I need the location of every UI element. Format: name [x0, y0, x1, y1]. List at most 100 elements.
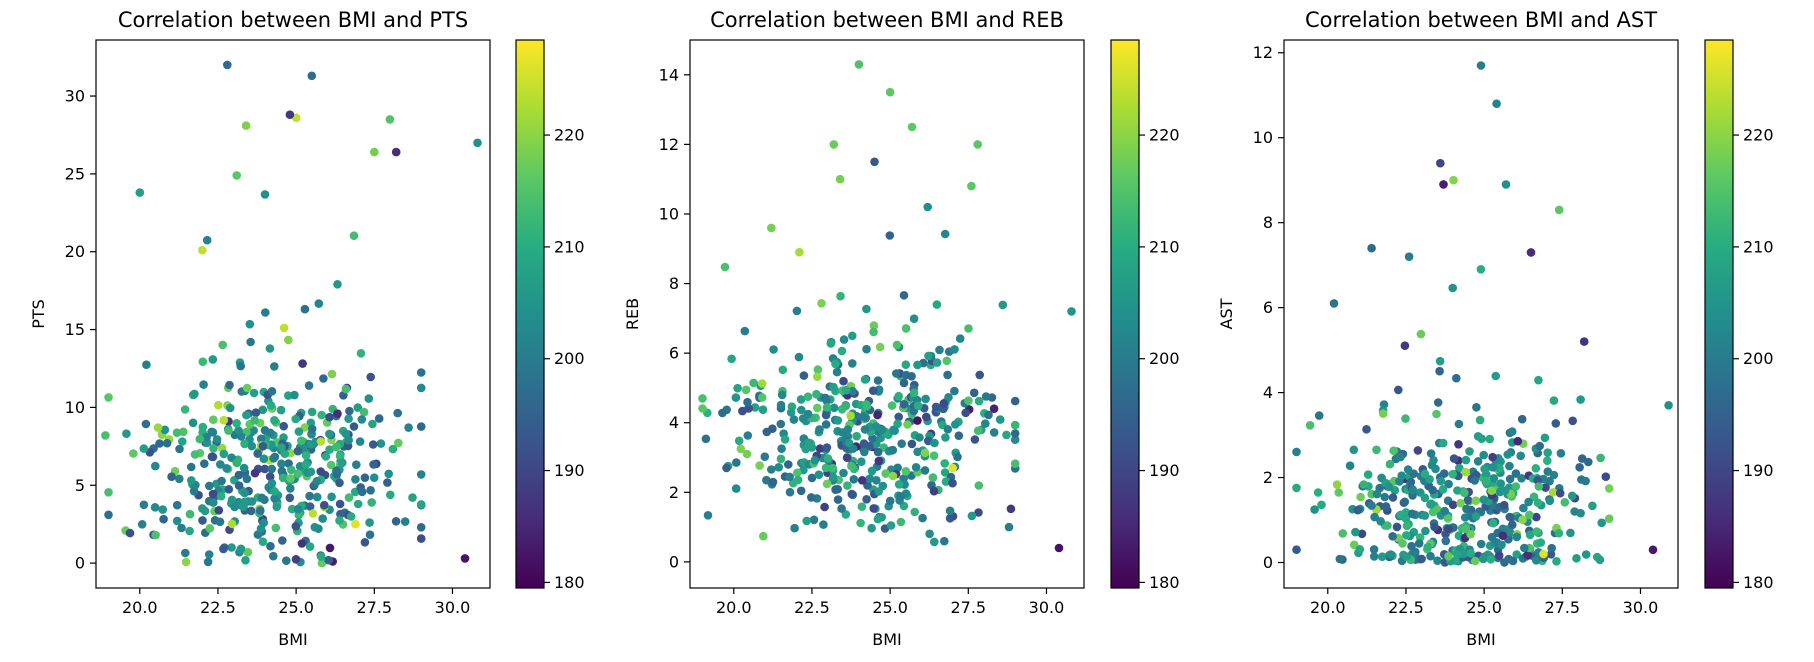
scatter-point — [338, 458, 347, 468]
scatter-point — [286, 474, 295, 483]
scatter-point — [767, 465, 776, 474]
scatter-point — [1517, 414, 1527, 424]
scatter-point — [258, 442, 268, 451]
scatter-point — [1536, 538, 1546, 547]
scatter-point — [740, 326, 750, 336]
scatter-point — [353, 403, 363, 412]
scatter-point — [1491, 371, 1500, 381]
scatter-point — [741, 385, 751, 395]
scatter-point — [1292, 447, 1301, 457]
scatter-point — [1664, 401, 1673, 410]
scatter-point — [341, 429, 351, 439]
x-tick-label: 20.0 — [122, 598, 158, 617]
scatter-point — [742, 449, 752, 459]
scatter-point — [807, 473, 817, 483]
scatter-point — [1362, 425, 1371, 434]
scatter-point — [318, 514, 328, 523]
scatter-point — [294, 427, 304, 436]
scatter-point — [333, 280, 342, 289]
scatter-point — [1378, 552, 1387, 561]
scatter-point — [1010, 435, 1020, 445]
scatter-point — [239, 502, 248, 512]
scatter-point — [255, 506, 265, 515]
scatter-point — [1480, 464, 1489, 474]
scatter-point — [208, 428, 218, 437]
scatter-point — [1067, 307, 1076, 316]
scatter-point — [961, 408, 970, 418]
scatter-point — [332, 466, 341, 476]
scatter-point — [870, 157, 879, 167]
scatter-point — [907, 372, 916, 381]
scatter-point — [829, 403, 839, 413]
scatter-point — [924, 351, 933, 361]
scatter-point — [1516, 451, 1525, 461]
scatter-point — [365, 530, 375, 539]
scatter-point — [1345, 461, 1355, 471]
scatter-point — [854, 60, 864, 69]
scatter-point — [819, 520, 828, 529]
scatter-point — [794, 352, 804, 362]
scatter-point — [1512, 532, 1522, 542]
scatter-point — [1476, 539, 1486, 549]
colorbar-gradient — [515, 39, 545, 589]
scatter-point — [155, 439, 164, 448]
scatter-point — [989, 428, 999, 437]
scatter-point — [1581, 550, 1591, 559]
scatter-point — [930, 438, 939, 448]
scatter-point — [1526, 248, 1536, 257]
scatter-point — [394, 438, 403, 448]
y-tick-label: 0 — [75, 554, 85, 573]
scatter-point — [320, 500, 329, 510]
scatter-point — [1549, 396, 1559, 405]
scatter-point — [1392, 522, 1402, 532]
scatter-point — [869, 504, 878, 513]
scatter-point — [1010, 459, 1020, 469]
scatter-point — [1597, 518, 1606, 528]
scatter-point — [291, 414, 301, 424]
colorbar-tick-label: 190 — [1743, 461, 1774, 480]
scatter-point — [1433, 398, 1443, 407]
scatter-point — [1425, 475, 1434, 484]
scatter-point — [180, 405, 190, 414]
scatter-point — [790, 523, 799, 533]
scatter-point — [892, 340, 902, 350]
scatter-point — [828, 473, 838, 482]
x-tick-label: 27.5 — [356, 598, 392, 617]
scatter-point — [1478, 554, 1488, 564]
scatter-point — [1397, 471, 1406, 481]
scatter-point — [345, 406, 354, 416]
scatter-point — [1531, 464, 1541, 473]
scatter-point — [1414, 539, 1424, 548]
scatter-point — [913, 416, 922, 425]
scatter-point — [951, 420, 960, 429]
scatter-point — [369, 460, 378, 469]
scatter-point — [1420, 493, 1430, 503]
scatter-point — [1314, 411, 1324, 420]
scatter-point — [841, 385, 851, 395]
scatter-point — [856, 518, 865, 528]
scatter-point — [217, 476, 226, 486]
scatter-point — [953, 452, 962, 462]
scatter-point — [408, 493, 417, 502]
scatter-point — [137, 520, 147, 529]
scatter-point — [245, 319, 255, 329]
scatter-point — [335, 516, 344, 525]
y-tick-label: 15 — [65, 320, 85, 339]
scatter-point — [370, 147, 379, 157]
scatter-point — [903, 420, 912, 429]
scatter-point — [1402, 531, 1411, 540]
scatter-point — [316, 467, 326, 476]
scatter-point — [843, 481, 852, 490]
scatter-point — [185, 526, 194, 536]
scatter-point — [416, 422, 426, 431]
scatter-point — [931, 402, 941, 412]
y-tick-label: 2 — [669, 483, 679, 502]
scatter-point — [243, 547, 253, 557]
scatter-point — [967, 181, 976, 191]
scatter-point — [981, 392, 991, 401]
scatter-point — [703, 511, 713, 520]
scatter-point — [1453, 550, 1462, 559]
scatter-point — [352, 460, 361, 470]
scatter-point — [1359, 480, 1368, 489]
scatter-point — [821, 420, 831, 429]
